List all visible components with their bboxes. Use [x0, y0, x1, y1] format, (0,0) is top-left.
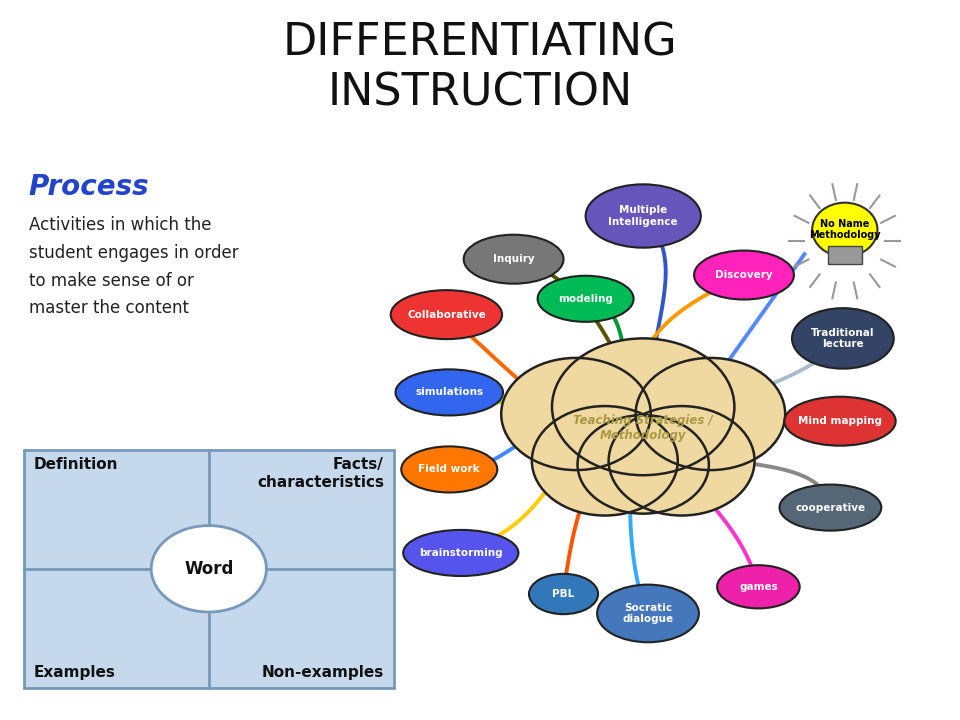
Ellipse shape — [812, 202, 877, 256]
Text: Inquiry: Inquiry — [492, 254, 535, 264]
Text: Non-examples: Non-examples — [262, 665, 384, 680]
FancyBboxPatch shape — [828, 246, 862, 264]
Ellipse shape — [597, 585, 699, 642]
Text: Definition: Definition — [34, 457, 118, 472]
Text: games: games — [739, 582, 778, 592]
Text: simulations: simulations — [416, 387, 483, 397]
Ellipse shape — [784, 397, 896, 446]
Ellipse shape — [538, 276, 634, 322]
Circle shape — [501, 358, 651, 470]
Text: Word: Word — [184, 560, 233, 577]
Circle shape — [578, 415, 708, 513]
Circle shape — [532, 406, 678, 516]
Text: Facts/
characteristics: Facts/ characteristics — [257, 457, 384, 490]
Text: Examples: Examples — [34, 665, 115, 680]
Ellipse shape — [586, 184, 701, 248]
Circle shape — [609, 406, 755, 516]
Text: PBL: PBL — [552, 589, 575, 599]
Ellipse shape — [396, 369, 503, 415]
Text: Multiple
Intelligence: Multiple Intelligence — [609, 205, 678, 227]
Circle shape — [552, 338, 734, 475]
Ellipse shape — [717, 565, 800, 608]
Ellipse shape — [694, 251, 794, 300]
Text: Mind mapping: Mind mapping — [798, 416, 882, 426]
Text: DIFFERENTIATING
INSTRUCTION: DIFFERENTIATING INSTRUCTION — [282, 22, 678, 114]
Text: modeling: modeling — [558, 294, 613, 304]
Text: brainstorming: brainstorming — [419, 548, 503, 558]
Text: No Name
Methodology: No Name Methodology — [809, 219, 880, 240]
Ellipse shape — [401, 446, 497, 492]
Ellipse shape — [464, 235, 564, 284]
Circle shape — [152, 526, 266, 612]
FancyBboxPatch shape — [24, 450, 394, 688]
Text: Socratic
dialogue: Socratic dialogue — [622, 603, 674, 624]
Text: Activities in which the
student engages in order
to make sense of or
master the : Activities in which the student engages … — [29, 216, 238, 318]
Ellipse shape — [780, 485, 881, 531]
Ellipse shape — [529, 574, 598, 614]
Text: Teaching Strategies /
Methodology: Teaching Strategies / Methodology — [573, 415, 713, 442]
Text: Traditional
lecture: Traditional lecture — [811, 328, 875, 349]
Text: cooperative: cooperative — [795, 503, 866, 513]
Ellipse shape — [391, 290, 502, 339]
Ellipse shape — [403, 530, 518, 576]
Text: Discovery: Discovery — [715, 270, 773, 280]
Text: Collaborative: Collaborative — [407, 310, 486, 320]
Ellipse shape — [792, 308, 894, 369]
Circle shape — [636, 358, 785, 470]
Text: Field work: Field work — [419, 464, 480, 474]
Text: Process: Process — [29, 173, 150, 201]
